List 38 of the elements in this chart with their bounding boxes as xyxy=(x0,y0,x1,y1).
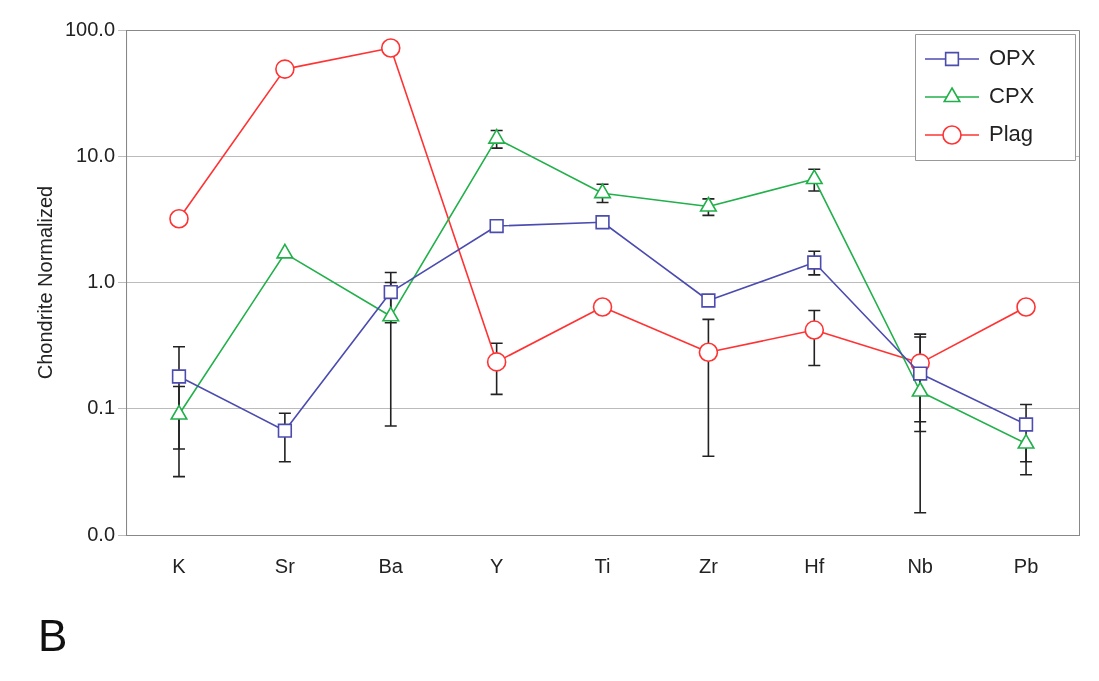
point xyxy=(595,215,610,230)
point xyxy=(698,342,719,363)
point xyxy=(804,320,825,340)
x-tick-label: Nb xyxy=(907,554,933,577)
point xyxy=(592,297,613,317)
legend-label: Plag xyxy=(989,121,1034,147)
point xyxy=(701,293,716,308)
y-tick-label: 0.1 xyxy=(87,396,116,419)
point xyxy=(380,38,401,58)
x-tick-label: Y xyxy=(489,554,504,577)
y-tick-label: 10.0 xyxy=(76,143,116,166)
y-tick-label: 0.0 xyxy=(87,522,116,545)
x-tick-label: Ti xyxy=(594,554,611,577)
y-tick-label: 100.0 xyxy=(64,17,116,40)
point xyxy=(1018,417,1034,432)
point xyxy=(383,284,398,300)
point xyxy=(807,255,822,270)
point xyxy=(171,369,187,384)
x-tick-label: Sr xyxy=(274,554,296,577)
point xyxy=(489,218,504,234)
point xyxy=(1016,297,1036,317)
x-tick-label: Pb xyxy=(1013,554,1039,577)
text: B xyxy=(38,611,68,661)
x-tick-label: Zr xyxy=(698,554,719,577)
y-tick-label: 1.0 xyxy=(87,270,116,293)
y-axis-title: Chondrite Normalized xyxy=(33,185,56,380)
x-tick-label: Ba xyxy=(378,554,404,577)
legend-label: CPX xyxy=(989,83,1035,109)
x-tick-label: Hf xyxy=(804,554,825,577)
point xyxy=(593,183,612,199)
point xyxy=(486,352,507,372)
x-tick-label: K xyxy=(172,554,187,577)
legend-label: OPX xyxy=(989,45,1036,71)
point xyxy=(277,423,293,438)
point xyxy=(275,59,295,79)
point xyxy=(169,208,189,229)
point xyxy=(913,366,928,381)
point xyxy=(805,169,823,185)
